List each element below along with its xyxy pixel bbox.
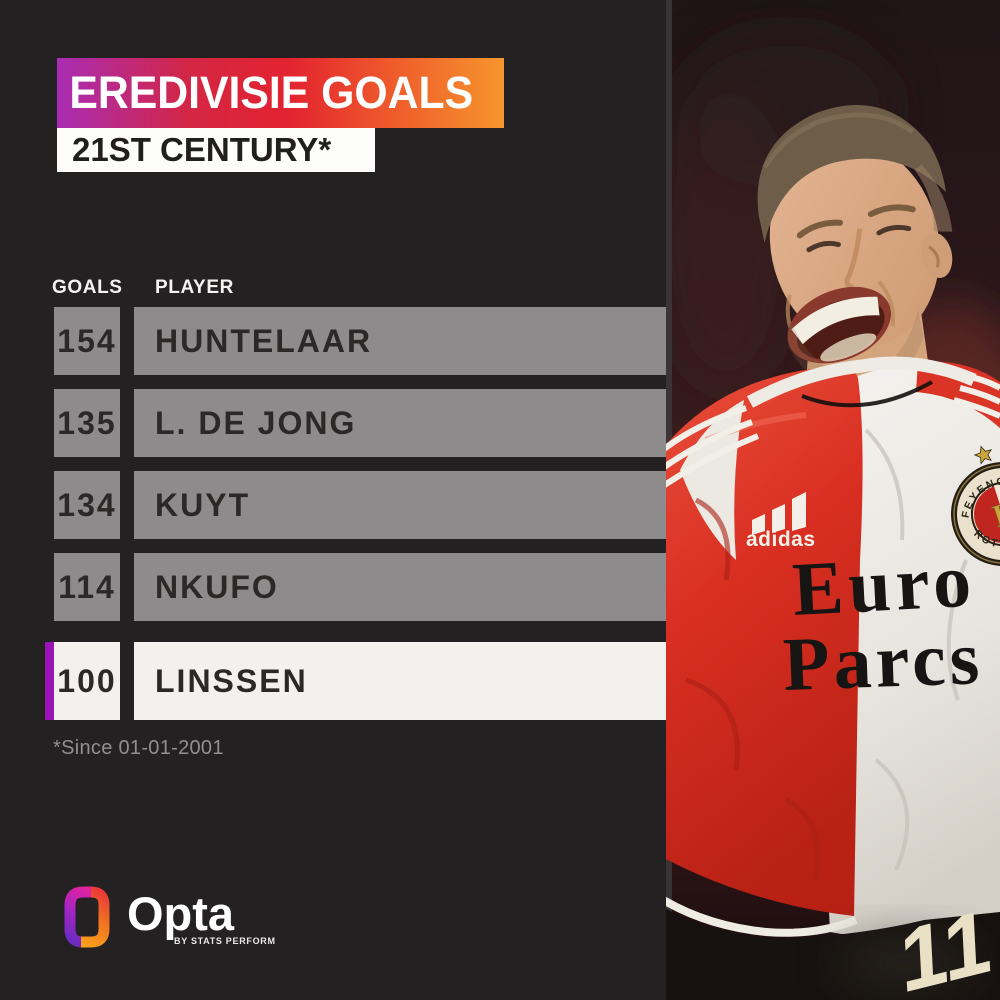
player-column-header: PLAYER [155,277,234,298]
sponsor-line-2: Parcs [782,616,985,707]
goals-column-header: GOALS [52,277,123,298]
goals-value: 114 [58,568,116,605]
adidas-shoulder-stripes [666,373,1000,488]
table-row: 134 KUYT [45,471,666,539]
crest-star-icon [973,445,993,465]
table-row-highlighted: 100 LINSSEN [45,642,666,720]
goals-cell: 134 [54,471,120,539]
opta-byline: BY STATS PERFORM [174,936,276,946]
player-name: LINSSEN [155,662,308,699]
goals-value: 100 [57,662,117,699]
opta-logo-icon [64,886,110,948]
row-accent-bar [45,307,54,375]
player-head [757,104,953,397]
cell-gap [120,307,134,375]
shirt-sponsor-text: Euro Parcs [782,538,985,706]
player-cell: LINSSEN [134,642,666,720]
goals-cell: 100 [54,642,120,720]
row-accent-bar [45,471,54,539]
player-cell: HUNTELAAR [134,307,666,375]
player-name: L. DE JONG [155,404,357,441]
cell-gap [120,471,134,539]
title-banner: EREDIVISIE GOALS [57,58,504,128]
player-name: KUYT [155,486,251,523]
collar-trim [746,356,977,408]
feyenoord-shirt [666,356,1000,940]
sponsor-line-1: Euro [790,538,977,631]
player-name: HUNTELAAR [155,322,373,359]
page-subtitle: 21ST CENTURY* [72,131,332,168]
feyenoord-crest: F FEYENOORD ROTTERDAM [951,445,1000,566]
player-name: NKUFO [155,568,279,605]
adidas-wordmark: adidas [746,528,816,551]
shorts: 11 [666,891,1000,1000]
subtitle-box: 21ST CENTURY* [57,128,375,172]
goals-cell: 135 [54,389,120,457]
cell-gap [120,389,134,457]
goals-value: 134 [57,486,117,523]
goals-cell: 114 [54,553,120,621]
table-row: 114 NKUFO [45,553,666,621]
goals-cell: 154 [54,307,120,375]
table-row: 154 HUNTELAAR [45,307,666,375]
laughing-mouth [787,286,892,364]
player-cell: KUYT [134,471,666,539]
opta-wordmark: Opta [127,887,235,940]
adidas-logo: adidas [746,492,816,551]
purple-accent-bar [45,642,54,720]
footnote: *Since 01-01-2001 [53,737,224,759]
player-cell: NKUFO [134,553,666,621]
player-cell: L. DE JONG [134,389,666,457]
player-photo: adidas F FEYENOORD ROTTERDAM [666,0,1000,1000]
cell-gap [120,553,134,621]
goals-value: 135 [57,404,117,441]
cell-gap [120,642,134,720]
goals-value: 154 [57,322,117,359]
table-row: 135 L. DE JONG [45,389,666,457]
shorts-number: 11 [887,891,1000,1000]
row-accent-bar [45,553,54,621]
necklace [801,380,933,408]
row-accent-bar [45,389,54,457]
page-title: EREDIVISIE GOALS [69,67,474,118]
